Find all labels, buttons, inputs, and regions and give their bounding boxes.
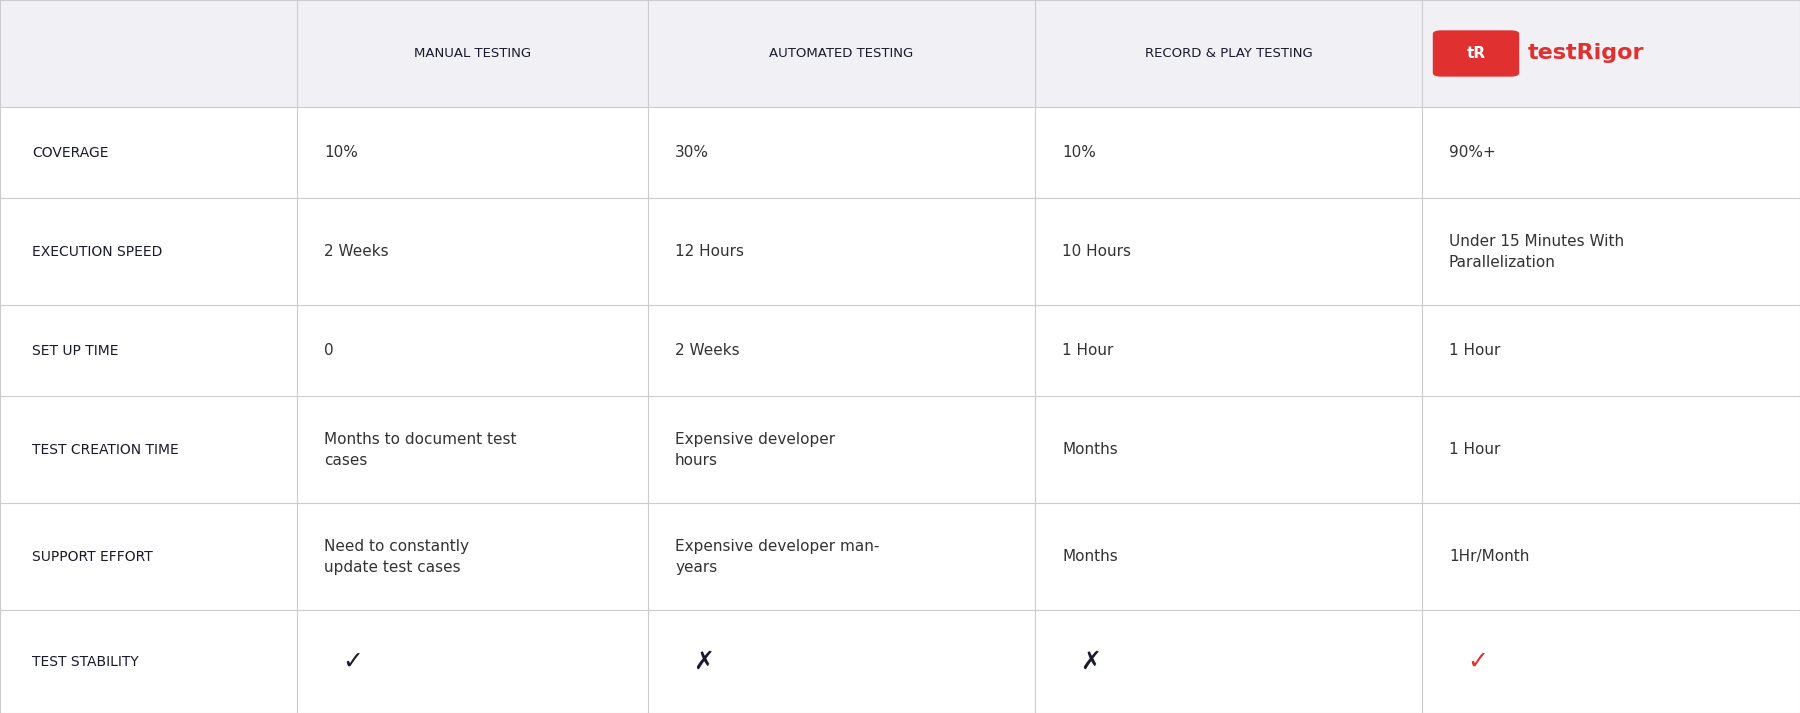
Text: 0: 0 [324, 343, 333, 358]
Bar [1035, 503, 1422, 610]
Bar [1422, 396, 1800, 503]
Text: Under 15 Minutes With
Parallelization: Under 15 Minutes With Parallelization [1449, 234, 1624, 270]
Bar [1422, 198, 1800, 305]
Bar [1035, 0, 1422, 107]
Bar [0, 305, 297, 396]
Bar [648, 305, 1035, 396]
Bar [0, 396, 297, 503]
Text: AUTOMATED TESTING: AUTOMATED TESTING [769, 47, 914, 60]
Text: SET UP TIME: SET UP TIME [32, 344, 119, 357]
Bar [648, 503, 1035, 610]
Bar [0, 198, 297, 305]
Bar [0, 107, 297, 198]
Bar [297, 610, 648, 713]
Bar [297, 0, 648, 107]
Bar [297, 107, 648, 198]
Bar [648, 0, 1035, 107]
Text: 1Hr/Month: 1Hr/Month [1449, 549, 1530, 564]
Bar [1035, 396, 1422, 503]
Bar [1422, 503, 1800, 610]
Text: Expensive developer man-
years: Expensive developer man- years [675, 538, 880, 575]
Text: 2 Weeks: 2 Weeks [324, 244, 389, 259]
Text: ✗: ✗ [693, 650, 715, 674]
Text: testRigor: testRigor [1528, 43, 1645, 63]
Text: MANUAL TESTING: MANUAL TESTING [414, 47, 531, 60]
Text: ✓: ✓ [1467, 650, 1489, 674]
Text: TEST CREATION TIME: TEST CREATION TIME [32, 443, 180, 456]
Text: 12 Hours: 12 Hours [675, 244, 743, 259]
Bar [648, 107, 1035, 198]
Text: 10%: 10% [1062, 145, 1096, 160]
FancyBboxPatch shape [1433, 31, 1519, 76]
Bar [1422, 610, 1800, 713]
Bar [0, 0, 297, 107]
Text: 1 Hour: 1 Hour [1449, 343, 1501, 358]
Text: COVERAGE: COVERAGE [32, 145, 110, 160]
Bar [0, 610, 297, 713]
Text: TEST STABILITY: TEST STABILITY [32, 655, 139, 669]
Text: 1 Hour: 1 Hour [1449, 442, 1501, 457]
Text: 10%: 10% [324, 145, 358, 160]
Bar [0, 503, 297, 610]
Text: RECORD & PLAY TESTING: RECORD & PLAY TESTING [1145, 47, 1312, 60]
Bar [297, 503, 648, 610]
Text: 1 Hour: 1 Hour [1062, 343, 1114, 358]
Bar [1422, 305, 1800, 396]
Text: Expensive developer
hours: Expensive developer hours [675, 431, 835, 468]
Text: SUPPORT EFFORT: SUPPORT EFFORT [32, 550, 153, 563]
Text: ✗: ✗ [1080, 650, 1102, 674]
Bar [1422, 107, 1800, 198]
Text: tR: tR [1467, 46, 1485, 61]
Bar [648, 198, 1035, 305]
Text: ✓: ✓ [342, 650, 364, 674]
Bar [297, 396, 648, 503]
Text: EXECUTION SPEED: EXECUTION SPEED [32, 245, 162, 259]
Bar [1035, 107, 1422, 198]
Bar [1035, 305, 1422, 396]
Text: 2 Weeks: 2 Weeks [675, 343, 740, 358]
Text: Months: Months [1062, 549, 1118, 564]
Text: Need to constantly
update test cases: Need to constantly update test cases [324, 538, 470, 575]
Bar [297, 305, 648, 396]
Bar [1422, 0, 1800, 107]
Bar [1035, 610, 1422, 713]
Text: Months: Months [1062, 442, 1118, 457]
Bar [1035, 198, 1422, 305]
Bar [648, 610, 1035, 713]
Bar [648, 396, 1035, 503]
Text: 10 Hours: 10 Hours [1062, 244, 1130, 259]
Bar [297, 198, 648, 305]
Text: Months to document test
cases: Months to document test cases [324, 431, 517, 468]
Text: 30%: 30% [675, 145, 709, 160]
Text: 90%+: 90%+ [1449, 145, 1496, 160]
